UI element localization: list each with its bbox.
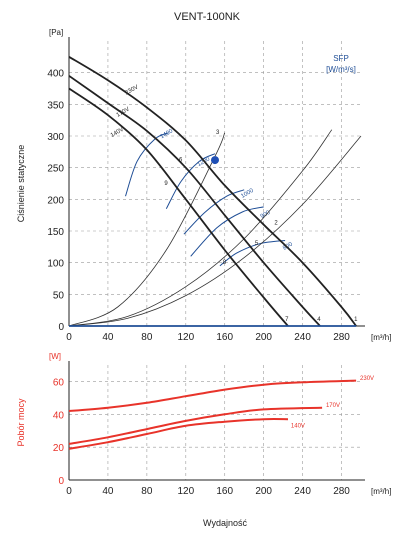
x-tick-label: 240	[294, 486, 311, 497]
x-unit-label: [m³/h]	[371, 333, 391, 342]
curve-label: 140V	[110, 127, 125, 139]
y-tick-label: 250	[47, 164, 64, 175]
x-tick-label: 280	[333, 332, 350, 343]
system-curve-1	[68, 135, 362, 327]
x-tick-label: 0	[66, 486, 72, 497]
x-tick-label: 240	[294, 332, 311, 343]
sfp-label: 1000	[240, 188, 255, 200]
curve-label: 230V	[360, 376, 374, 382]
x-tick-label: 0	[66, 332, 72, 343]
curve-label: 230V	[124, 84, 139, 96]
system-curve-label: 5	[255, 241, 259, 247]
sfp-legend-title: SFP	[333, 54, 349, 63]
operating-point-marker	[211, 156, 219, 165]
series-line-170V	[68, 75, 321, 327]
sfp-curve-800	[219, 240, 286, 267]
system-curve-label: 2	[274, 221, 278, 227]
x-tick-label: 80	[141, 486, 153, 497]
power-panel: 0 40 80 120 160 200 240 280 0 20 40 60 [W] [m³/h] Pobó…	[16, 352, 391, 497]
series-line-170V	[68, 406, 323, 445]
x-tick-label: 40	[102, 486, 114, 497]
x-tick-label: 200	[255, 486, 272, 497]
x-axis-label: Wydajność	[203, 518, 247, 528]
x-tick-label: 80	[141, 332, 153, 343]
y-unit-label: [W]	[49, 352, 61, 361]
sfp-legend-unit: [W/m³/s]	[326, 65, 356, 74]
system-curve-label: 8	[223, 260, 227, 266]
series-line-140V	[68, 418, 289, 450]
x-tick-label: 40	[102, 332, 114, 343]
y-unit-label: [Pa]	[49, 28, 63, 37]
x-tick-label: 120	[177, 486, 194, 497]
y-tick-label: 0	[58, 322, 64, 333]
y-tick-label: 20	[53, 443, 65, 454]
system-curve-label: 7	[285, 317, 289, 323]
y-tick-label: 300	[47, 132, 64, 143]
sfp-curve-1000	[183, 189, 245, 235]
chart-title: VENT-100NK	[174, 11, 241, 23]
x-tick-label: 160	[216, 332, 233, 343]
y-tick-label: 200	[47, 195, 64, 206]
sfp-label: 800	[282, 241, 294, 252]
y-tick-label: 350	[47, 100, 64, 111]
x-unit-label: [m³/h]	[371, 487, 391, 496]
x-tick-label: 280	[333, 486, 350, 497]
y-tick-label: 50	[53, 290, 65, 301]
pressure-panel: 0 40 80 120 160 200 240 28005010015020025030035…	[16, 28, 391, 343]
y-tick-label: 60	[53, 377, 65, 388]
series-line-230V	[68, 379, 357, 412]
y-axis-label: Pobór mocy	[16, 398, 26, 447]
system-curve-label: 9	[164, 181, 168, 187]
curve-label: 170V	[326, 403, 340, 409]
y-tick-label: 100	[47, 259, 64, 270]
series-line-140V	[68, 87, 289, 327]
system-curve-label: 3	[216, 130, 220, 136]
y-tick-label: 0	[58, 476, 64, 487]
system-curve-2	[68, 129, 333, 327]
system-curve-label: 6	[179, 157, 183, 163]
system-curve-label: 1	[354, 317, 358, 323]
curve-label: 140V	[291, 423, 305, 429]
sfp-curve-1200	[165, 153, 216, 210]
y-tick-label: 400	[47, 69, 64, 80]
sfp-curve-900	[190, 206, 264, 257]
system-curve-label: 4	[317, 317, 321, 323]
y-tick-label: 150	[47, 227, 64, 238]
sfp-label: 1400	[159, 128, 174, 140]
series-line-230V	[68, 56, 357, 327]
x-tick-label: 160	[216, 486, 233, 497]
x-tick-label: 120	[177, 332, 194, 343]
system-curve-3	[68, 132, 226, 327]
y-tick-label: 40	[53, 410, 65, 421]
y-axis-label: Ciśnienie statyczne	[16, 145, 26, 223]
x-tick-label: 200	[255, 332, 272, 343]
